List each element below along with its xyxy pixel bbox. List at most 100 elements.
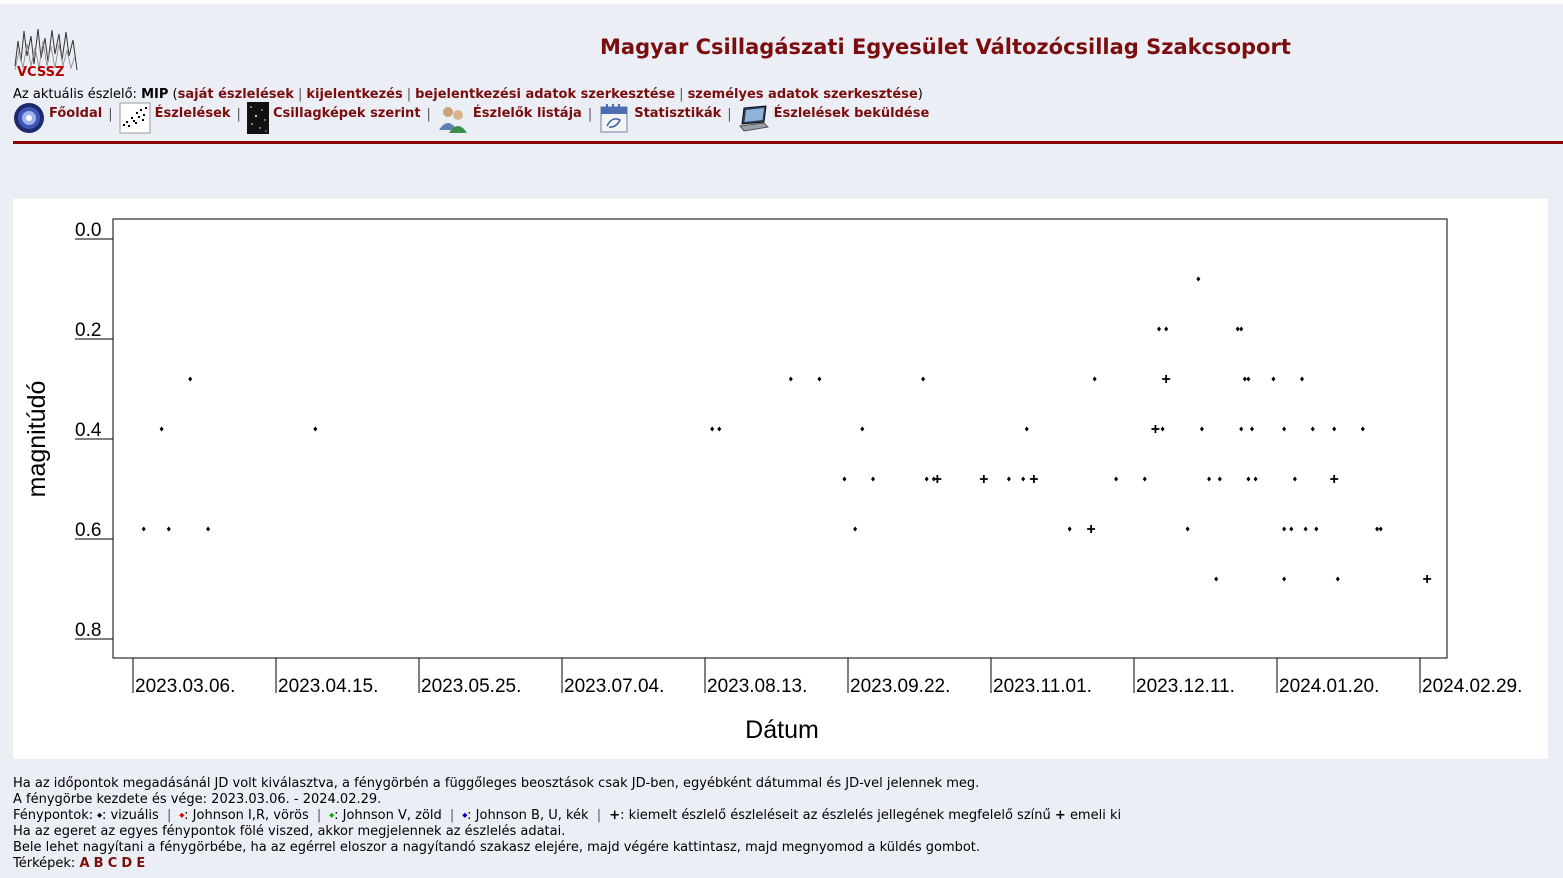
x-tick-label: 2023.05.25. <box>421 676 521 697</box>
visual-observation-point <box>1199 426 1204 432</box>
visual-observation-point <box>1282 526 1287 532</box>
paren-close: ) <box>917 87 923 102</box>
separator: | <box>108 107 113 122</box>
own-observations-link[interactable]: saját észlelések <box>177 87 294 102</box>
visual-observation-point <box>188 376 193 382</box>
visual-observation-point <box>1246 376 1251 382</box>
light-curve-chart[interactable]: 0.0 0.2 0.4 0.6 0.8 2023.03.06. 2023.04.15. 20… <box>13 199 1548 759</box>
visual-observation-point <box>1157 326 1162 332</box>
footer-jd-note: Ha az időpontok megadásánál JD volt kivá… <box>13 776 980 791</box>
visual-observation-point <box>1314 526 1319 532</box>
legend-plus-symbol-inline: + <box>1054 808 1066 823</box>
lightcurve-icon[interactable] <box>119 102 151 134</box>
visual-observation-point <box>1246 476 1251 482</box>
nav-link-observers[interactable]: Észlelők listája <box>472 106 582 121</box>
visual-observation-point <box>159 426 164 432</box>
light-curve-panel[interactable]: 0.0 0.2 0.4 0.6 0.8 2023.03.06. 2023.04.15. 20… <box>13 199 1548 759</box>
visual-observation-point <box>853 526 858 532</box>
highlighted-observation-point <box>1087 525 1096 533</box>
x-tick-label: 2023.08.13. <box>707 676 807 697</box>
nav-link-home[interactable]: Főoldal <box>49 106 103 121</box>
visual-observation-point <box>1282 426 1287 432</box>
logout-link[interactable]: kijelentkezés <box>306 87 403 102</box>
highlighted-observation-point <box>1162 375 1171 383</box>
nav-item-home[interactable]: Főoldal <box>13 102 102 134</box>
laptop-icon[interactable] <box>738 102 770 134</box>
highlighted-observation-point <box>1423 575 1432 583</box>
visual-observation-point <box>1217 476 1222 482</box>
nav-link-constellations[interactable]: Csillagképek szerint <box>272 106 421 121</box>
highlighted-observation-point <box>933 475 942 483</box>
separator: | <box>426 107 431 122</box>
visual-observation-point <box>1235 326 1240 332</box>
users-icon[interactable] <box>437 102 469 134</box>
legend-green: Johnson V, zöld <box>342 808 442 823</box>
visual-observation-point <box>1242 376 1247 382</box>
visual-observation-point <box>1292 476 1297 482</box>
edit-login-data-link[interactable]: bejelentkezési adatok szerkesztése <box>415 87 676 102</box>
footer-legend: Fénypontok: ⬩: vizuális | ⬩: Johnson I,R… <box>13 808 1122 823</box>
map-link-e[interactable]: E <box>136 856 146 871</box>
visual-observation-point <box>313 426 318 432</box>
separator: | <box>727 107 732 122</box>
nav-item-constellations[interactable]: Csillagképek szerint <box>246 102 421 134</box>
visual-observation-point <box>1092 376 1097 382</box>
x-axis-label: Dátum <box>745 716 819 744</box>
visual-observation-point <box>1024 426 1029 432</box>
separator: | <box>587 107 593 122</box>
visual-observation-point <box>1310 426 1315 432</box>
visual-observation-point <box>1114 476 1119 482</box>
map-link-c[interactable]: C <box>107 856 118 871</box>
y-tick-label: 0.0 <box>75 220 101 241</box>
nav-item-observers[interactable]: Észlelők listája <box>437 102 582 134</box>
logo-text: VCSSZ <box>17 65 64 80</box>
current-user-name: MIP <box>141 87 169 102</box>
user-line: Az aktuális észlelő: MIP (saját észlelés… <box>13 87 923 103</box>
legend-dot-red: ⬩ <box>179 808 185 823</box>
footer-zoom-note: Bele lehet nagyítani a fénygörbébe, ha a… <box>13 840 981 855</box>
nav-link-observations[interactable]: Észlelések <box>154 106 231 121</box>
starfield-icon[interactable] <box>246 102 269 134</box>
y-tick-label: 0.6 <box>75 520 101 541</box>
visual-observation-point <box>1196 276 1201 282</box>
visual-observation-point <box>1282 576 1287 582</box>
separator: | <box>679 87 684 102</box>
paren-open: ( <box>172 87 178 102</box>
visual-observation-point <box>1067 526 1072 532</box>
x-tick-label: 2023.03.06. <box>135 676 235 697</box>
visual-observation-point <box>1332 426 1337 432</box>
map-link-b[interactable]: B <box>93 856 104 871</box>
visual-observation-point <box>1289 526 1294 532</box>
nav-item-statistics[interactable]: Statisztikák <box>598 102 721 134</box>
separator: | <box>236 107 241 122</box>
nav-item-submit[interactable]: Észlelések beküldése <box>738 102 930 134</box>
legend-visual: vizuális <box>110 808 159 823</box>
visual-observation-point <box>1253 476 1258 482</box>
y-tick-label: 0.8 <box>75 620 101 641</box>
y-axis-label: magnitúdó <box>23 381 51 498</box>
visual-observation-point <box>921 376 926 382</box>
map-link-d[interactable]: D <box>121 856 133 871</box>
nav-item-observations[interactable]: Észlelések <box>119 102 231 134</box>
visual-observation-point <box>1378 526 1383 532</box>
x-tick-label: 2023.04.15. <box>278 676 378 697</box>
visual-observation-point <box>871 476 876 482</box>
map-link-a[interactable]: A <box>79 856 90 871</box>
legend-dot-visual: ⬩ <box>97 808 102 823</box>
x-tick-label: 2023.11.01. <box>993 676 1092 697</box>
nav-link-statistics[interactable]: Statisztikák <box>634 106 722 121</box>
visual-observation-point <box>1214 576 1219 582</box>
visual-observation-point <box>1021 476 1026 482</box>
y-tick-label: 0.4 <box>75 420 102 441</box>
calendar-icon[interactable] <box>598 102 630 134</box>
edit-personal-data-link[interactable]: személyes adatok szerkesztése <box>687 87 918 102</box>
nav-link-submit[interactable]: Észlelések beküldése <box>773 106 930 121</box>
highlighted-observation-point <box>1330 475 1339 483</box>
visual-observation-point <box>1249 426 1254 432</box>
visual-observation-point <box>1271 376 1276 382</box>
footer: Ha az időpontok megadásánál JD volt kivá… <box>13 776 1553 872</box>
globe-icon[interactable] <box>13 102 45 134</box>
vcssz-logo[interactable]: VCSSZ <box>13 26 79 80</box>
visual-observation-point <box>860 426 865 432</box>
legend-plus: kiemelt észlelő észleléseit az észlelés … <box>628 808 1051 823</box>
